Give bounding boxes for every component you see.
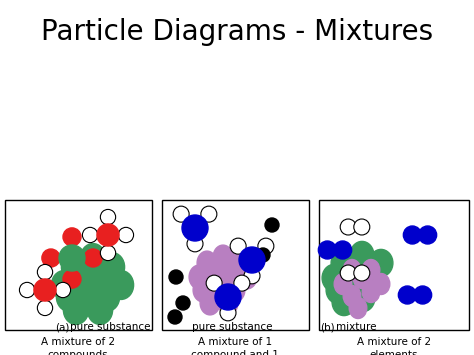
Circle shape [182,215,208,241]
Ellipse shape [349,297,367,318]
Circle shape [220,305,236,321]
Bar [162,200,309,330]
Circle shape [82,227,98,243]
Ellipse shape [75,277,100,305]
Ellipse shape [334,273,352,295]
Text: A mixture of 2
elements: A mixture of 2 elements [357,337,431,355]
Ellipse shape [351,284,375,312]
Circle shape [100,209,116,225]
Ellipse shape [109,271,134,300]
Circle shape [100,245,116,261]
Ellipse shape [332,288,356,316]
Circle shape [63,270,81,288]
Circle shape [239,247,265,273]
Circle shape [256,248,270,262]
Circle shape [55,282,71,297]
Ellipse shape [331,250,355,277]
Bar [319,200,469,330]
Text: pure substance: pure substance [192,322,273,332]
Circle shape [206,275,222,291]
Ellipse shape [64,296,89,324]
Ellipse shape [346,271,370,297]
Circle shape [37,264,53,280]
Ellipse shape [237,265,257,289]
Circle shape [354,265,370,281]
Circle shape [42,249,60,267]
Ellipse shape [209,272,229,296]
Circle shape [334,241,352,259]
Text: mixture: mixture [336,322,376,332]
Circle shape [258,238,274,254]
Text: pure substance: pure substance [70,322,151,332]
Circle shape [265,218,279,232]
Ellipse shape [322,264,346,291]
Ellipse shape [360,257,384,285]
Circle shape [340,219,356,235]
Circle shape [19,282,35,297]
Ellipse shape [221,259,241,283]
Text: (b): (b) [320,322,335,332]
Text: A mixture of 2
compounds: A mixture of 2 compounds [41,337,115,355]
Ellipse shape [372,273,390,295]
Circle shape [59,245,85,271]
Circle shape [173,206,189,222]
Circle shape [37,300,53,316]
Circle shape [201,206,217,222]
Ellipse shape [197,251,217,275]
Circle shape [414,286,432,304]
Ellipse shape [218,291,238,315]
Ellipse shape [56,283,82,311]
Circle shape [34,279,56,301]
Ellipse shape [341,257,365,285]
Circle shape [215,284,241,310]
Circle shape [419,226,437,244]
Circle shape [118,227,134,243]
Ellipse shape [71,263,96,293]
Ellipse shape [353,268,371,289]
Ellipse shape [87,296,113,324]
Ellipse shape [362,260,380,280]
Ellipse shape [362,282,380,302]
Ellipse shape [94,283,119,311]
Circle shape [187,236,203,252]
Circle shape [398,286,416,304]
Text: A mixture of 1
compound and 1
element: A mixture of 1 compound and 1 element [191,337,279,355]
Bar [5,200,152,330]
Circle shape [403,226,421,244]
Text: Particle Diagrams - Mixtures: Particle Diagrams - Mixtures [41,18,433,46]
Ellipse shape [225,278,245,302]
Circle shape [63,228,81,246]
Ellipse shape [193,278,213,302]
Circle shape [97,224,119,246]
Ellipse shape [343,260,361,280]
Ellipse shape [343,285,361,306]
Circle shape [234,275,250,291]
Circle shape [340,265,356,281]
Ellipse shape [100,252,125,282]
Circle shape [169,270,183,284]
Ellipse shape [229,251,249,275]
Circle shape [230,238,246,254]
Ellipse shape [81,244,106,272]
Ellipse shape [369,250,393,277]
Ellipse shape [350,241,374,269]
Circle shape [244,268,260,284]
Ellipse shape [326,277,350,304]
Circle shape [168,310,182,324]
Text: (a): (a) [55,322,69,332]
Circle shape [84,249,102,267]
Ellipse shape [189,265,209,289]
Ellipse shape [213,245,233,269]
Ellipse shape [200,291,220,315]
Ellipse shape [51,271,77,300]
Circle shape [354,219,370,235]
Ellipse shape [90,263,115,293]
Circle shape [176,296,190,310]
Ellipse shape [62,252,87,282]
Ellipse shape [205,259,225,283]
Circle shape [319,241,337,259]
